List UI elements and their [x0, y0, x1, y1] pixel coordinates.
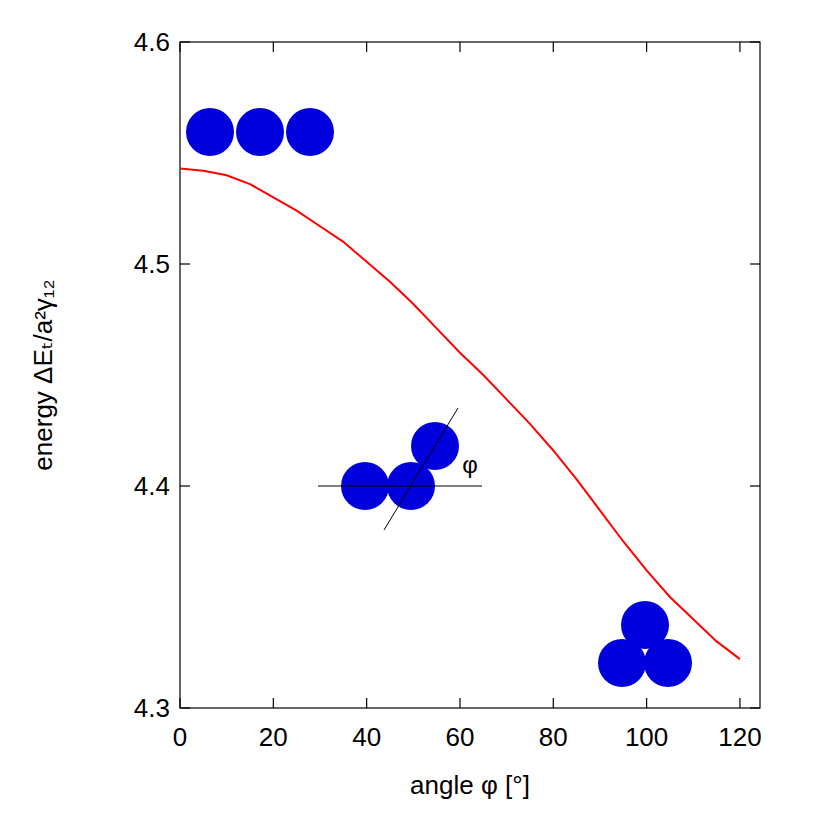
reference-line [318, 486, 482, 487]
particle [286, 108, 334, 156]
y-tick-mirror [750, 263, 760, 264]
y-tick-mirror [750, 485, 760, 486]
x-tick-label: 100 [625, 722, 668, 752]
y-tick [180, 707, 190, 708]
x-axis-title: angle φ [°] [410, 770, 530, 800]
chart: 0 20 40 60 80 100 120 4.3 4.4 4.5 4.6 angle φ [°] en… [0, 0, 825, 825]
x-tick-label: 40 [352, 722, 381, 752]
y-tick-mirror [750, 707, 760, 708]
y-tick [180, 485, 190, 486]
x-tick-mirror [459, 42, 460, 52]
y-tick-mirror [750, 41, 760, 42]
x-tick [366, 698, 367, 708]
x-tick-label: 80 [539, 722, 568, 752]
plot-frame [180, 42, 760, 708]
x-tick-mirror [553, 42, 554, 52]
angle-label: φ [462, 451, 478, 478]
x-tick-mirror [273, 42, 274, 52]
x-tick [179, 698, 180, 708]
x-tick-mirror [646, 42, 647, 52]
x-tick [273, 698, 274, 708]
x-tick-mirror [179, 42, 180, 52]
particle [186, 108, 234, 156]
x-tick [739, 698, 740, 708]
x-tick [646, 698, 647, 708]
x-tick [553, 698, 554, 708]
data-group [180, 169, 740, 660]
y-tick-label: 4.4 [134, 471, 170, 501]
x-tick [459, 698, 460, 708]
y-tick-label: 4.6 [134, 27, 170, 57]
particle [236, 108, 284, 156]
illustrations [186, 108, 692, 687]
x-tick-label: 60 [446, 722, 475, 752]
y-tick-label: 4.3 [134, 693, 170, 723]
y-tick [180, 263, 190, 264]
particle [621, 601, 669, 649]
x-tick-mirror [739, 42, 740, 52]
energy-curve [180, 169, 740, 660]
x-tick-label: 20 [259, 722, 288, 752]
x-tick-label: 0 [173, 722, 187, 752]
x-tick-label: 120 [718, 722, 761, 752]
angle-line [384, 408, 458, 530]
y-axis-title: energy ΔEₜ/a²γ₁₂ [28, 279, 58, 470]
x-tick-mirror [366, 42, 367, 52]
y-tick [180, 41, 190, 42]
y-tick-label: 4.5 [134, 249, 170, 279]
